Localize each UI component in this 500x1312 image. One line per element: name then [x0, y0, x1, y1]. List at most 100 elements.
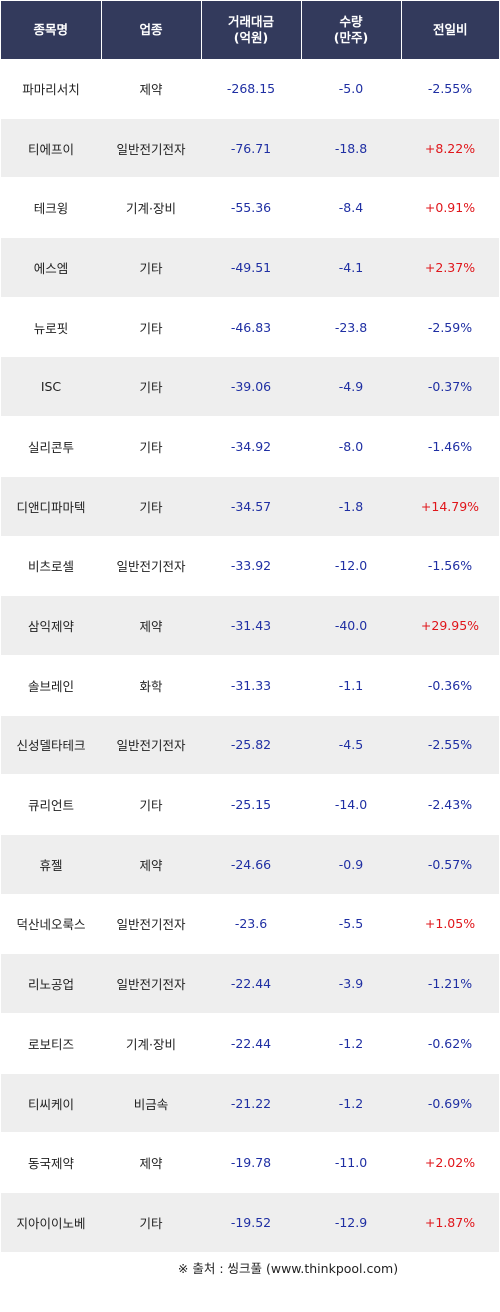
- cell-name: 디앤디파마텍: [1, 476, 101, 537]
- cell-change: +0.91%: [401, 177, 499, 239]
- cell-amount: -24.66: [201, 834, 301, 895]
- cell-change: -1.56%: [401, 536, 499, 597]
- cell-sector: 제약: [101, 595, 201, 656]
- cell-sector: 일반전기전자: [101, 536, 201, 597]
- header-change: 전일비: [401, 1, 499, 59]
- table-row: 덕산네오룩스 일반전기전자 -23.6 -5.5 +1.05%: [1, 894, 499, 955]
- cell-amount: -55.36: [201, 177, 301, 239]
- cell-name: 동국제약: [1, 1132, 101, 1194]
- header-volume: 수량 (만주): [301, 1, 402, 59]
- cell-volume: -8.4: [301, 177, 401, 239]
- cell-sector: 기타: [101, 237, 201, 298]
- table-row: 비츠로셀 일반전기전자 -33.92 -12.0 -1.56%: [1, 536, 499, 597]
- cell-volume: -14.0: [301, 774, 401, 835]
- cell-volume: -4.1: [301, 237, 401, 298]
- source-note: ※ 출처 : 씽크풀 (www.thinkpool.com): [0, 1258, 500, 1277]
- cell-change: -0.37%: [401, 356, 499, 418]
- cell-change: +8.22%: [401, 118, 499, 179]
- cell-volume: -40.0: [301, 595, 401, 656]
- cell-sector: 기타: [101, 774, 201, 835]
- cell-name: 티씨케이: [1, 1073, 101, 1134]
- cell-sector: 기타: [101, 416, 201, 477]
- cell-change: -2.43%: [401, 774, 499, 835]
- cell-amount: -22.44: [201, 953, 301, 1014]
- cell-sector: 일반전기전자: [101, 118, 201, 179]
- cell-volume: -11.0: [301, 1132, 401, 1194]
- cell-sector: 기타: [101, 476, 201, 537]
- table-row: 로보티즈 기계·장비 -22.44 -1.2 -0.62%: [1, 1013, 499, 1074]
- cell-amount: -39.06: [201, 356, 301, 418]
- cell-volume: -4.9: [301, 356, 401, 418]
- cell-change: +2.02%: [401, 1132, 499, 1194]
- cell-volume: -18.8: [301, 118, 401, 179]
- cell-volume: -12.0: [301, 536, 401, 597]
- cell-sector: 제약: [101, 1132, 201, 1194]
- cell-name: 파마리서치: [1, 59, 101, 119]
- cell-name: 덕산네오룩스: [1, 894, 101, 955]
- table-row: 디앤디파마텍 기타 -34.57 -1.8 +14.79%: [1, 476, 499, 537]
- cell-name: 휴젤: [1, 834, 101, 895]
- cell-change: -2.55%: [401, 715, 499, 776]
- table-row: 실리콘투 기타 -34.92 -8.0 -1.46%: [1, 416, 499, 477]
- cell-sector: 일반전기전자: [101, 894, 201, 955]
- cell-volume: -1.8: [301, 476, 401, 537]
- cell-change: -0.36%: [401, 655, 499, 716]
- cell-name: 뉴로핏: [1, 297, 101, 358]
- cell-volume: -1.2: [301, 1013, 401, 1074]
- cell-name: 신성델타테크: [1, 715, 101, 776]
- cell-name: 리노공업: [1, 953, 101, 1014]
- header-amount-line1: 거래대금: [227, 14, 274, 29]
- cell-volume: -4.5: [301, 715, 401, 776]
- cell-amount: -33.92: [201, 536, 301, 597]
- cell-change: -1.21%: [401, 953, 499, 1014]
- cell-sector: 제약: [101, 834, 201, 895]
- cell-sector: 기타: [101, 356, 201, 418]
- cell-change: -2.59%: [401, 297, 499, 358]
- cell-volume: -5.0: [301, 59, 401, 119]
- cell-volume: -12.9: [301, 1192, 401, 1253]
- table-row: 솔브레인 화학 -31.33 -1.1 -0.36%: [1, 655, 499, 716]
- cell-amount: -268.15: [201, 59, 301, 119]
- cell-sector: 기타: [101, 1192, 201, 1253]
- cell-change: +14.79%: [401, 476, 499, 537]
- cell-volume: -1.1: [301, 655, 401, 716]
- cell-change: +1.87%: [401, 1192, 499, 1253]
- header-amount-line2: (억원): [233, 30, 269, 45]
- header-volume-line2: (만주): [333, 30, 369, 45]
- cell-change: +2.37%: [401, 237, 499, 298]
- cell-volume: -8.0: [301, 416, 401, 477]
- cell-name: ISC: [1, 356, 101, 418]
- header-name: 종목명: [1, 1, 102, 59]
- cell-change: +29.95%: [401, 595, 499, 656]
- header-row: 종목명 업종 거래대금 (억원) 수량 (만주) 전일비: [1, 1, 499, 59]
- cell-amount: -34.92: [201, 416, 301, 477]
- table-row: 리노공업 일반전기전자 -22.44 -3.9 -1.21%: [1, 953, 499, 1014]
- cell-amount: -22.44: [201, 1013, 301, 1074]
- cell-amount: -34.57: [201, 476, 301, 537]
- table-row: 삼익제약 제약 -31.43 -40.0 +29.95%: [1, 595, 499, 656]
- cell-sector: 비금속: [101, 1073, 201, 1134]
- table-row: 파마리서치 제약 -268.15 -5.0 -2.55%: [1, 59, 499, 119]
- cell-name: 에스엠: [1, 237, 101, 298]
- table-row: 동국제약 제약 -19.78 -11.0 +2.02%: [1, 1132, 499, 1194]
- cell-amount: -25.15: [201, 774, 301, 835]
- cell-volume: -3.9: [301, 953, 401, 1014]
- table-row: 신성델타테크 일반전기전자 -25.82 -4.5 -2.55%: [1, 715, 499, 776]
- table-row: 티씨케이 비금속 -21.22 -1.2 -0.69%: [1, 1073, 499, 1134]
- table-row: 큐리언트 기타 -25.15 -14.0 -2.43%: [1, 774, 499, 835]
- cell-sector: 일반전기전자: [101, 715, 201, 776]
- cell-amount: -31.43: [201, 595, 301, 656]
- cell-change: -0.62%: [401, 1013, 499, 1074]
- table-row: 테크윙 기계·장비 -55.36 -8.4 +0.91%: [1, 177, 499, 239]
- cell-name: 큐리언트: [1, 774, 101, 835]
- cell-name: 삼익제약: [1, 595, 101, 656]
- cell-change: -0.69%: [401, 1073, 499, 1134]
- table-row: ISC 기타 -39.06 -4.9 -0.37%: [1, 356, 499, 418]
- cell-amount: -19.78: [201, 1132, 301, 1194]
- cell-change: -0.57%: [401, 834, 499, 895]
- cell-name: 지아이이노베: [1, 1192, 101, 1253]
- cell-name: 실리콘투: [1, 416, 101, 477]
- table-row: 에스엠 기타 -49.51 -4.1 +2.37%: [1, 237, 499, 298]
- table-row: 휴젤 제약 -24.66 -0.9 -0.57%: [1, 834, 499, 895]
- cell-amount: -46.83: [201, 297, 301, 358]
